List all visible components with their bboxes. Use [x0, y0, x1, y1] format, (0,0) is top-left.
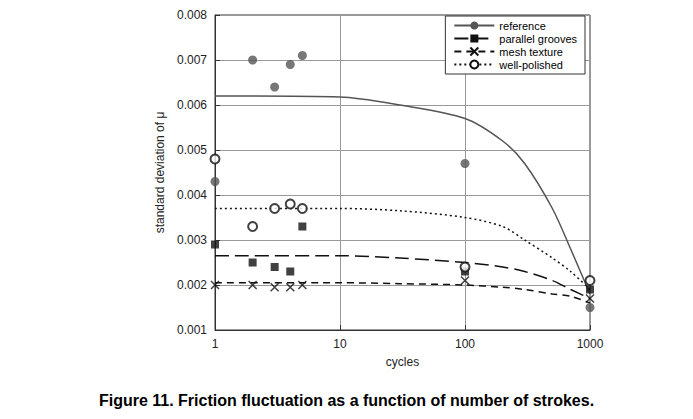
- svg-text:parallel grooves: parallel grooves: [499, 33, 577, 45]
- svg-text:0.003: 0.003: [177, 233, 207, 247]
- svg-text:Figure 11. Friction fluctuatio: Figure 11. Friction fluctuation as a fun…: [99, 392, 594, 409]
- svg-text:1000: 1000: [577, 337, 604, 351]
- svg-text:0.002: 0.002: [177, 278, 207, 292]
- svg-text:100: 100: [455, 337, 475, 351]
- svg-text:0.001: 0.001: [177, 323, 207, 337]
- svg-text:reference: reference: [499, 20, 545, 32]
- svg-text:0.007: 0.007: [177, 53, 207, 67]
- svg-text:1: 1: [212, 337, 219, 351]
- svg-text:10: 10: [333, 337, 347, 351]
- svg-text:cycles: cycles: [386, 355, 419, 369]
- svg-text:mesh texture: mesh texture: [499, 46, 563, 58]
- svg-text:0.008: 0.008: [177, 8, 207, 22]
- svg-text:0.005: 0.005: [177, 143, 207, 157]
- svg-text:0.004: 0.004: [177, 188, 207, 202]
- svg-text:well-polished: well-polished: [498, 59, 563, 71]
- svg-text:0.006: 0.006: [177, 98, 207, 112]
- svg-text:standard deviation of μ: standard deviation of μ: [153, 112, 167, 234]
